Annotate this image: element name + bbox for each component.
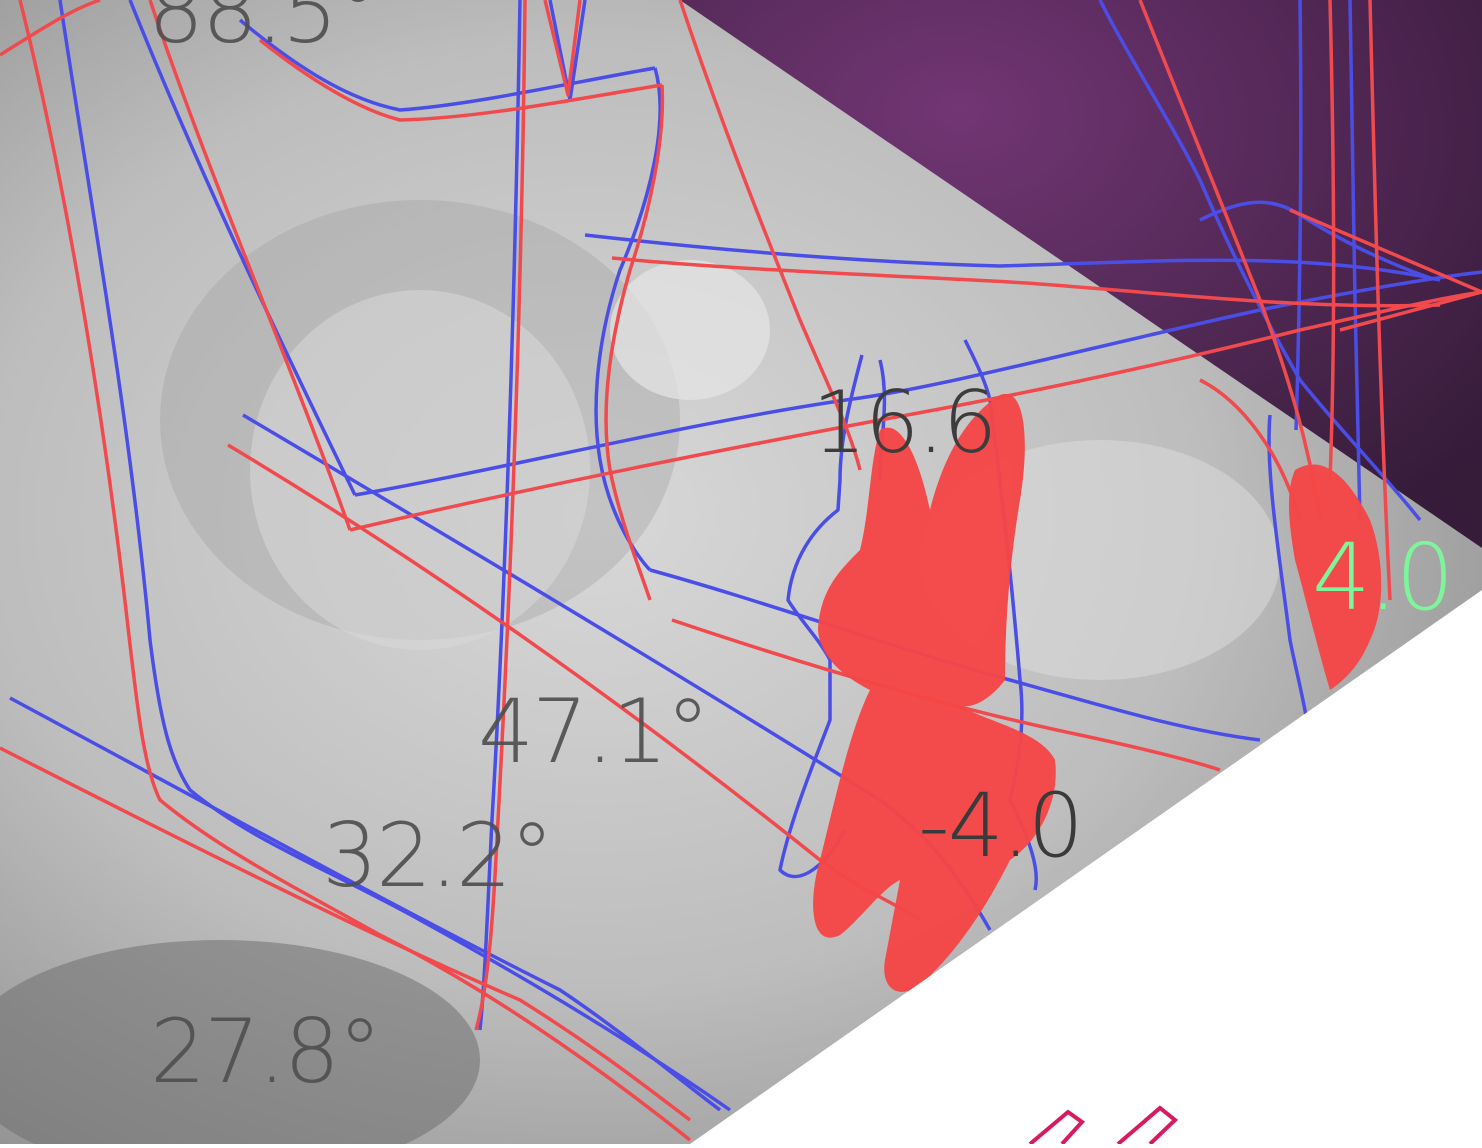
blue-tracing: [9, 0, 1482, 1112]
tooth-highlight-main: [813, 393, 1056, 992]
measurement-47-1-angle: 47.1°: [478, 680, 710, 783]
tooth-highlight-right: [1288, 464, 1382, 690]
xray-dark-bottom: [0, 940, 480, 1144]
purple-overlay: [680, 0, 1482, 548]
measurement-32-2-angle: 32.2°: [322, 804, 554, 907]
measurement-4-0-highlight: 4.0: [1312, 524, 1454, 631]
measurement-top-angle: 88.5°: [148, 0, 380, 63]
measurement-negative-4-0: -4.0: [918, 774, 1084, 877]
quote-mark-icon: [1028, 1105, 1179, 1146]
measurement-16-6: 16.6: [812, 373, 997, 473]
tooth-highlights: [813, 393, 1382, 992]
xray-bright-region: [250, 290, 590, 650]
measurement-27-8-angle: 27.8°: [150, 1000, 382, 1103]
xray-bright-spot: [610, 260, 770, 400]
